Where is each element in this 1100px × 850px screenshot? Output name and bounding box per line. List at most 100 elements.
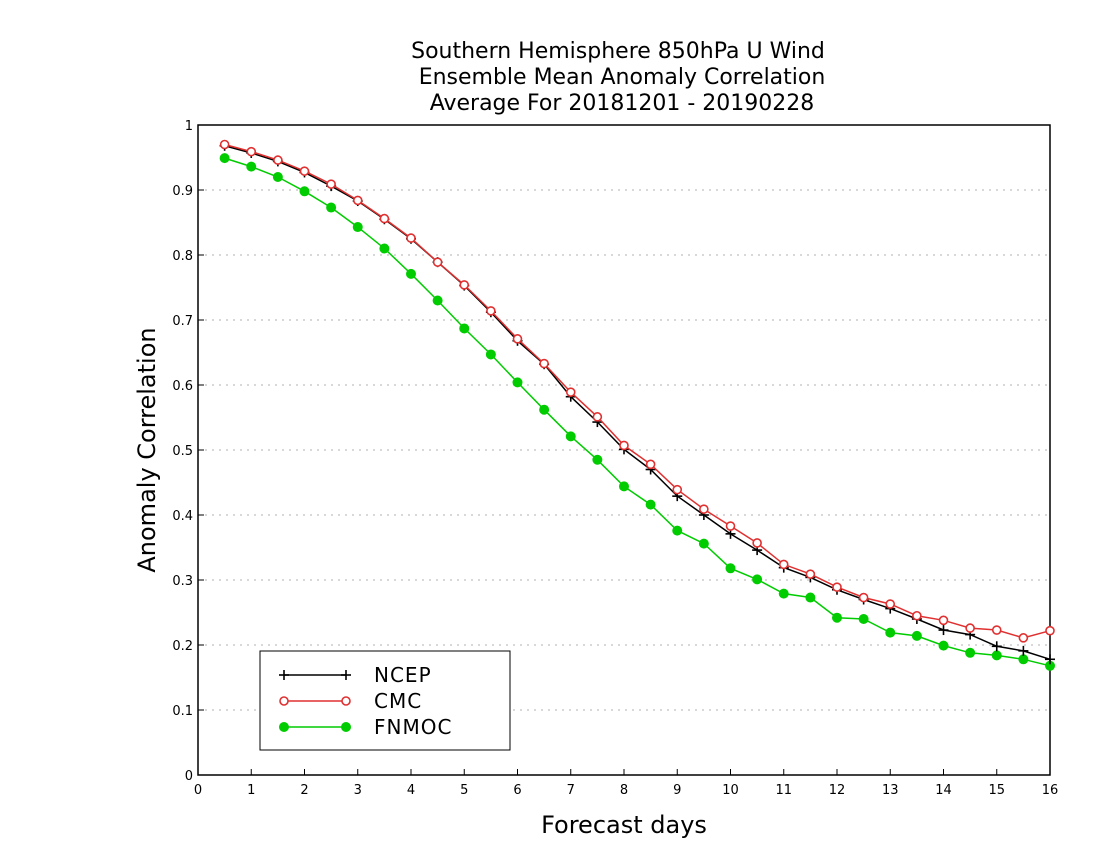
title-line-3: Average For 20181201 - 20190228: [430, 91, 815, 116]
y-tick-label: 0.9: [172, 184, 193, 199]
data-point-cmc: [592, 412, 603, 422]
data-point-fnmoc: [485, 349, 496, 360]
data-point-cmc: [486, 306, 496, 316]
legend-label: CMC: [374, 689, 422, 713]
x-tick-label: 10: [722, 783, 739, 798]
series-fnmoc: [219, 153, 1055, 671]
y-tick-label: 0.3: [172, 574, 193, 589]
data-point-fnmoc: [938, 640, 949, 651]
data-point-fnmoc: [805, 592, 816, 603]
data-point-fnmoc: [512, 377, 523, 388]
data-point-cmc: [938, 615, 949, 626]
data-point-fnmoc: [698, 538, 709, 549]
data-point-fnmoc: [406, 268, 416, 279]
data-point-cmc: [699, 504, 709, 514]
data-point-fnmoc: [752, 574, 763, 585]
legend-entry-fnmoc: FNMOC: [279, 715, 452, 739]
data-point-cmc: [459, 280, 470, 290]
data-point-fnmoc: [299, 186, 310, 197]
data-point-cmc: [991, 625, 1002, 635]
series-ncep: [219, 140, 1055, 665]
legend-marker: [279, 670, 289, 680]
data-point-cmc: [672, 484, 683, 495]
data-point-cmc: [512, 334, 523, 344]
x-tick-label: 12: [829, 783, 846, 798]
data-point-fnmoc: [645, 499, 656, 510]
legend-marker: [279, 696, 289, 706]
y-tick-label: 0.2: [172, 639, 193, 654]
series-line-fnmoc: [224, 157, 1051, 667]
data-point-cmc: [858, 592, 869, 603]
data-point-cmc: [432, 257, 443, 267]
data-point-fnmoc: [619, 481, 629, 492]
x-tick-label: 4: [407, 783, 415, 798]
series-line-cmc: [224, 143, 1051, 639]
data-point-fnmoc: [459, 323, 470, 334]
data-point-ncep: [1018, 645, 1029, 656]
data-point-cmc: [246, 146, 257, 157]
data-point-ncep: [938, 625, 949, 636]
legend-label: FNMOC: [374, 715, 452, 739]
y-tick-label: 0.8: [172, 249, 193, 264]
series-lines: [219, 139, 1055, 671]
data-point-fnmoc: [246, 161, 257, 172]
data-point-cmc: [752, 538, 762, 548]
y-tick-label: 0: [185, 769, 193, 784]
y-axis-label: Anomaly Correlation: [133, 327, 161, 572]
data-point-ncep: [991, 641, 1002, 652]
data-point-fnmoc: [272, 172, 283, 182]
x-tick-label: 9: [673, 783, 681, 798]
data-point-fnmoc: [565, 431, 576, 442]
legend-marker: [279, 722, 289, 732]
x-tick-label: 7: [567, 783, 575, 798]
data-point-fnmoc: [885, 627, 896, 638]
x-tick-label: 5: [460, 783, 468, 798]
x-tick-label: 14: [935, 783, 952, 798]
data-point-fnmoc: [1018, 654, 1029, 665]
legend-marker: [341, 696, 351, 706]
data-point-fnmoc: [991, 650, 1002, 661]
title-line-1: Southern Hemisphere 850hPa U Wind: [411, 39, 825, 64]
axis-ticks: 00.10.20.30.40.50.60.70.80.910 1 2 3 4 5 6 7 8 9 1…: [172, 119, 1058, 798]
legend-entry-ncep: NCEP: [279, 663, 432, 687]
y-tick-label: 0.7: [172, 314, 193, 329]
legend-marker: [341, 722, 351, 732]
series-line-ncep: [224, 145, 1051, 661]
data-point-cmc: [805, 569, 816, 579]
y-tick-label: 1: [185, 119, 193, 134]
data-point-cmc: [273, 155, 283, 165]
data-point-cmc: [219, 139, 230, 150]
data-point-cmc: [539, 358, 549, 369]
data-point-fnmoc: [352, 222, 363, 233]
data-point-cmc: [326, 179, 336, 189]
data-point-cmc: [965, 623, 975, 633]
y-tick-label: 0.1: [172, 704, 193, 719]
title-line-2: Ensemble Mean Anomaly Correlation: [419, 65, 826, 90]
data-point-fnmoc: [219, 153, 230, 164]
data-point-fnmoc: [965, 647, 976, 658]
legend-label: NCEP: [374, 663, 432, 687]
x-tick-label: 13: [882, 783, 899, 798]
data-point-fnmoc: [832, 612, 842, 623]
x-tick-label: 6: [513, 783, 521, 798]
data-point-cmc: [1018, 633, 1029, 643]
data-point-fnmoc: [672, 525, 683, 536]
legend-entry-cmc: CMC: [279, 689, 422, 713]
data-point-cmc: [832, 582, 842, 592]
data-point-fnmoc: [778, 588, 789, 599]
x-tick-label: 15: [988, 783, 1005, 798]
data-point-cmc: [912, 610, 922, 621]
y-tick-label: 0.4: [172, 509, 193, 524]
data-point-fnmoc: [725, 563, 736, 574]
x-tick-label: 11: [775, 783, 792, 798]
data-point-cmc: [1045, 625, 1055, 636]
data-point-cmc: [725, 521, 736, 531]
data-point-fnmoc: [911, 630, 922, 641]
data-point-cmc: [645, 459, 656, 470]
x-tick-label: 8: [620, 783, 628, 798]
x-axis-label: Forecast days: [541, 811, 707, 839]
data-point-fnmoc: [592, 454, 603, 465]
data-point-fnmoc: [379, 243, 390, 254]
